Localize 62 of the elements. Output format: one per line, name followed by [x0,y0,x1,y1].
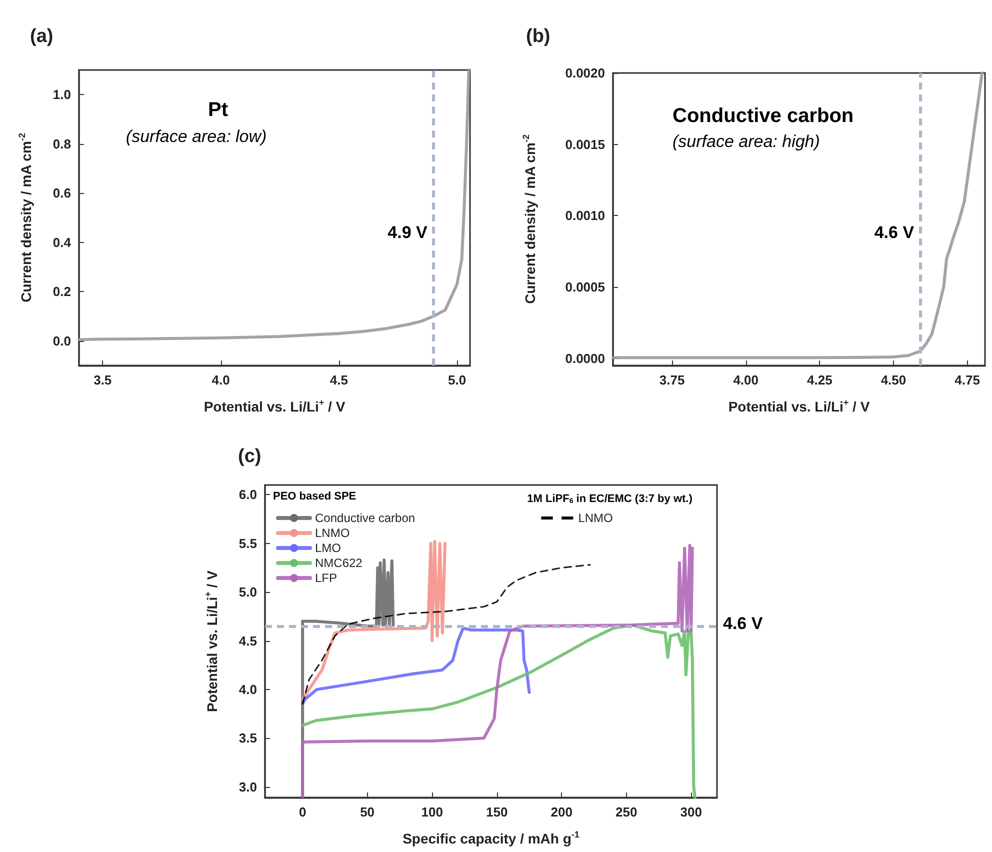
legend-label: LNMO [315,526,350,540]
x-tick-label: 4.5 [330,372,348,388]
x-tick-label: 200 [550,804,572,820]
y-tick-label: 5.0 [238,584,257,600]
y-tick-label: 0.2 [52,284,71,300]
ref-line-label: 4.6 V [874,223,915,242]
y-axis-title: Potential vs. Li/Li+ / V [203,570,220,712]
ref-line-label: 4.6 V [723,614,764,634]
y-tick-label: 0.0015 [565,136,605,152]
y-tick-label: 0.0 [52,333,71,348]
x-axis-title: Potential vs. Li/Li+ / V [728,398,870,414]
y-tick-label: 0.0020 [565,66,605,80]
x-tick-label: 4.00 [733,372,759,388]
x-tick-label: 4.0 [212,372,230,388]
chart-title: (a) [30,26,54,47]
line-series [301,540,447,701]
x-tick-label: 3.5 [94,372,112,388]
y-tick-label: 1.0 [52,87,71,102]
annotation: (surface area: low) [126,127,267,146]
y-tick-label: 4.0 [238,682,257,697]
legend-title: PEO based SPE [273,490,356,502]
x-tick-label: 3.75 [659,372,685,388]
line-series [301,624,696,799]
x-tick-label: 250 [615,804,638,820]
x-tick-label: 50 [360,804,375,820]
x-axis-title: Potential vs. Li/Li+ / V [204,398,346,414]
legend-label: LFP [315,571,338,585]
y-tick-label: 0.8 [52,136,71,152]
y-tick-label: 3.5 [238,730,257,746]
y-tick-label: 0.0000 [565,350,605,366]
y-tick-label: 3.0 [238,779,257,794]
annotation: (surface area: high) [672,132,820,151]
ref-line-label: 4.9 V [388,223,428,242]
annotation: Conductive carbon [672,105,854,127]
legend-label: NMC622 [315,556,363,570]
legend-label: Conductive carbon [315,511,416,525]
y-tick-label: 6.0 [238,487,257,502]
chart-title: (c) [238,446,262,467]
y-axis-title: Current density / mA cm-2 [521,134,538,304]
x-tick-label: 5.0 [448,372,466,388]
line-series [78,68,470,342]
x-tick-label: 0 [298,804,306,820]
annotation: Pt [208,99,228,121]
legend-label: LMO [315,541,342,555]
y-tick-label: 0.6 [52,186,71,201]
x-tick-label: 4.75 [954,372,980,388]
line-series [301,626,531,706]
y-tick-label: 0.0005 [565,280,605,295]
chart-title: (b) [526,26,550,47]
x-tick-label: 4.50 [880,372,906,388]
legend-label: LNMO [578,511,613,525]
y-tick-label: 4.5 [238,633,257,648]
x-tick-label: 300 [680,804,702,820]
x-tick-label: 4.25 [807,372,832,388]
line-series [301,544,694,798]
y-tick-label: 0.4 [52,234,72,250]
y-axis-title: Current density / mA cm-2 [17,132,34,302]
y-tick-label: 5.5 [238,536,257,551]
y-tick-label: 0.0010 [565,208,605,224]
line-series [612,72,984,360]
x-tick-label: 100 [421,804,443,820]
x-tick-label: 150 [486,804,508,820]
